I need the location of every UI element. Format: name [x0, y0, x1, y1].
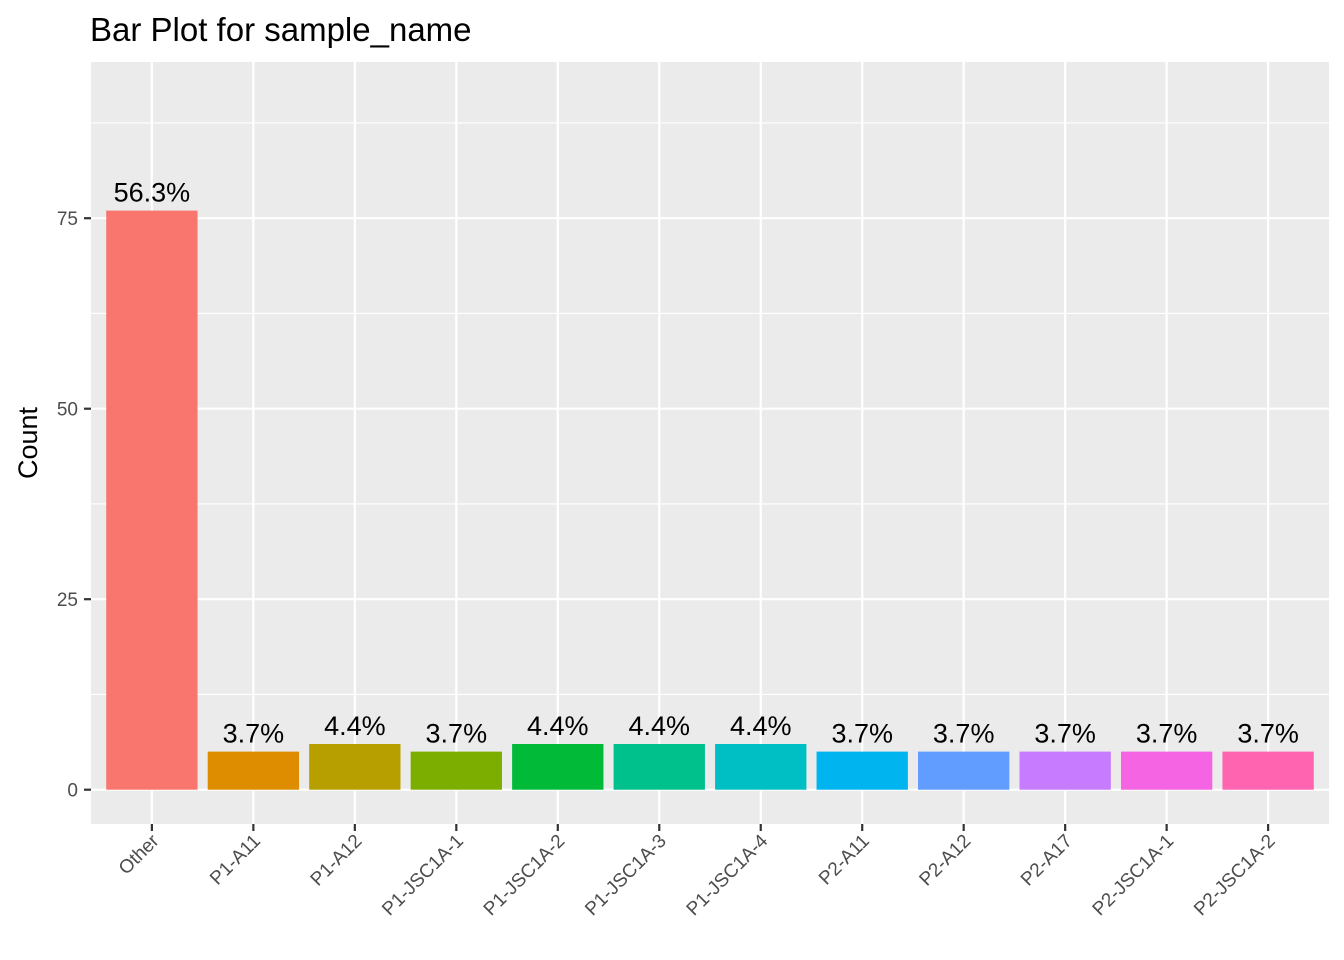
x-tick-label: P2-A17 — [1017, 831, 1077, 891]
x-tick-label: P2-JSC1A-1 — [1089, 831, 1179, 921]
x-tick-label: P1-JSC1A-4 — [683, 830, 773, 920]
bar-labels: 56.3% 3.7% 4.4% 3.7% 4.4% 4.4% 4.4% 3.7% 3.7% 3.7… — [114, 178, 1299, 749]
x-tick-label: P2-JSC1A-2 — [1190, 831, 1280, 921]
bar-value-label: 56.3% — [114, 178, 191, 208]
bar-value-label: 3.7% — [223, 719, 285, 749]
bar — [106, 210, 198, 790]
bar — [410, 751, 502, 790]
y-axis-label: Count — [13, 406, 43, 479]
x-tick-label: P2-A11 — [815, 831, 874, 890]
bar-value-label: 3.7% — [831, 719, 893, 749]
bar — [309, 743, 401, 790]
x-tick-label: P1-JSC1A-3 — [581, 831, 671, 921]
y-tick-label: 75 — [57, 209, 78, 230]
bar — [715, 743, 807, 790]
bars — [106, 210, 1314, 790]
bar — [918, 751, 1010, 790]
bar-value-label: 3.7% — [933, 719, 995, 749]
bar-value-label: 3.7% — [426, 719, 488, 749]
bar-value-label: 4.4% — [628, 711, 690, 741]
grid-minor — [91, 122, 1329, 696]
x-tick-label: P1-A11 — [206, 831, 265, 890]
x-axis: Other P1-A11 P1-A12 P1-JSC1A-1 P1-JSC1A-2 P1-… — [115, 824, 1280, 920]
x-tick-label: P1-JSC1A-1 — [378, 831, 468, 921]
x-tick-label: P1-A12 — [307, 831, 367, 891]
bar — [207, 751, 300, 790]
chart-title: Bar Plot for sample_name — [90, 11, 472, 48]
bar — [1222, 751, 1314, 790]
bar-value-label: 4.4% — [324, 711, 386, 741]
x-tick-label: P1-JSC1A-2 — [480, 831, 570, 921]
plot-panel — [91, 62, 1329, 824]
bar — [512, 743, 604, 790]
bar — [1120, 751, 1213, 790]
bar-value-label: 3.7% — [1237, 719, 1299, 749]
bar-value-label: 4.4% — [730, 711, 792, 741]
x-tick-label: Other — [115, 830, 164, 879]
y-axis: 0 25 50 75 — [57, 209, 91, 802]
bar-value-label: 3.7% — [1136, 719, 1198, 749]
bar — [613, 743, 705, 790]
grid-major — [91, 62, 1329, 824]
y-tick-label: 0 — [67, 781, 78, 802]
bar-value-label: 3.7% — [1034, 719, 1096, 749]
bar — [1019, 751, 1111, 790]
bar-value-label: 4.4% — [527, 711, 589, 741]
y-tick-label: 25 — [57, 590, 78, 611]
y-tick-label: 50 — [57, 400, 78, 421]
x-tick-label: P2-A12 — [916, 831, 976, 891]
bar — [816, 751, 908, 790]
